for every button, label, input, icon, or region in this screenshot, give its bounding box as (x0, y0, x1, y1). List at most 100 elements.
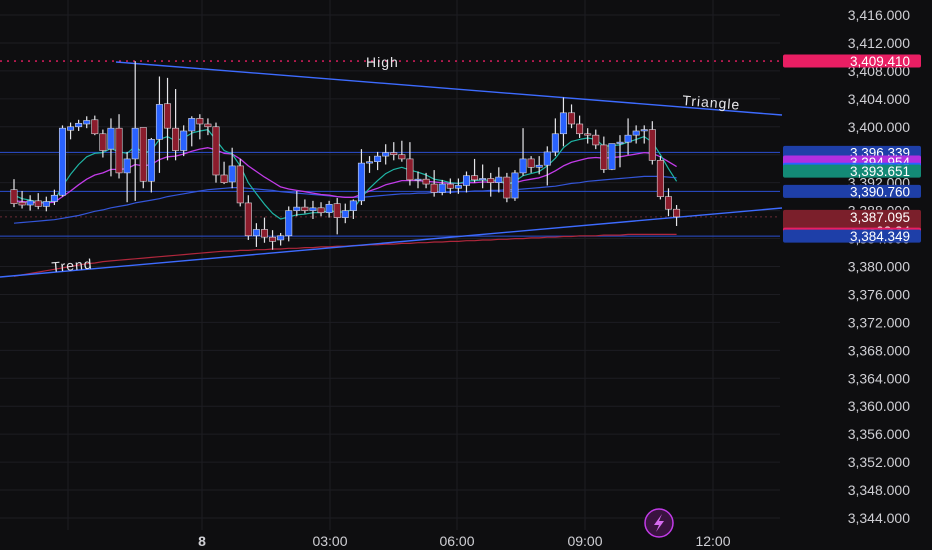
candle-body-81 (664, 196, 672, 210)
candle-body-9 (83, 120, 91, 125)
price-tag-label-5: 3,390.760 (850, 184, 910, 199)
candle-body-36 (301, 206, 309, 211)
candle-body-43 (357, 162, 365, 202)
candle-body-74 (608, 143, 616, 170)
candle-body-58 (479, 178, 487, 181)
x-tick-label-4: 12:00 (695, 533, 730, 549)
candle-body-38 (317, 207, 325, 214)
lightning-icon[interactable] (644, 508, 674, 538)
candle-body-78 (640, 129, 648, 132)
candle-body-50 (414, 178, 422, 181)
candle-body-55 (454, 185, 462, 189)
candle-body-7 (67, 126, 75, 131)
candle-body-57 (471, 175, 479, 181)
candle-body-33 (277, 235, 285, 241)
candle-body-12 (107, 127, 115, 150)
price-tag-bg-4 (783, 164, 921, 178)
x-axis[interactable]: 8 03:00 06:00 09:00 12:00 (198, 533, 731, 549)
candle-body-77 (632, 130, 640, 136)
candle-body-19 (164, 103, 172, 129)
candle-body-75 (616, 141, 624, 144)
candle-body-27 (228, 165, 236, 183)
grid (0, 0, 780, 530)
y-tick-label-17: 3,348.000 (848, 482, 910, 498)
candle-body-37 (309, 207, 317, 211)
candle-body-42 (349, 200, 357, 211)
candle-body-61 (503, 176, 511, 199)
candle-body-51 (422, 178, 430, 185)
candle-body-20 (172, 127, 180, 151)
price-tag-label-0: 3,409.410 (850, 54, 910, 69)
y-tick-label-16: 3,352.000 (848, 454, 910, 470)
price-tag-label-8: 3,384.349 (850, 229, 910, 244)
candle-body-23 (196, 118, 204, 125)
candle-body-73 (600, 144, 608, 170)
candle-body-59 (487, 178, 495, 183)
candle-body-82 (673, 208, 681, 218)
y-tick-label-3: 3,404.000 (848, 91, 910, 107)
lightning-icon-glyph (654, 514, 664, 532)
candle-body-71 (584, 133, 592, 136)
candle-body-3 (34, 200, 42, 207)
candle-body-41 (341, 210, 349, 218)
candle-body-69 (568, 112, 576, 125)
candle-body-6 (58, 127, 66, 196)
x-tick-label-3: 09:00 (567, 533, 602, 549)
candle-body-44 (366, 161, 374, 164)
y-tick-label-1: 3,412.000 (848, 35, 910, 51)
candle-body-18 (155, 104, 163, 140)
candle-body-46 (382, 152, 390, 157)
candle-body-40 (333, 203, 341, 218)
candle-body-62 (511, 172, 519, 199)
candle-body-34 (285, 210, 293, 237)
candle-body-76 (624, 134, 632, 143)
candle-body-1 (18, 201, 26, 206)
price-tag-bg-0 (783, 54, 921, 68)
y-tick-label-9: 3,380.000 (848, 259, 910, 275)
candle-body-14 (123, 158, 131, 174)
candle-body-13 (115, 127, 123, 174)
candle-body-4 (42, 201, 50, 207)
candle-body-60 (495, 176, 503, 183)
candle-body-28 (236, 165, 244, 204)
candle-body-35 (293, 206, 301, 211)
candle-body-56 (462, 175, 470, 186)
price-tags: 3,409.4103,396.3393,394.9543,393.9253,39… (783, 54, 921, 244)
candle-body-24 (204, 123, 212, 128)
candle-body-66 (543, 151, 551, 166)
candle-body-72 (592, 134, 600, 146)
triangle-label: Triangle (682, 92, 741, 113)
candle-body-2 (26, 200, 34, 206)
candle-body-25 (212, 126, 220, 176)
annotations: High Triangle Trend (51, 54, 741, 275)
x-tick-label-0: 8 (198, 533, 206, 549)
candle-body-26 (220, 174, 228, 183)
candles (10, 61, 681, 250)
price-tag-label-6: 3,387.095 (850, 210, 910, 225)
sma-long-line (13, 233, 677, 277)
candle-body-30 (252, 229, 260, 237)
candle-body-17 (147, 139, 155, 182)
price-tag-bg-5 (783, 184, 921, 198)
trendlines[interactable] (0, 61, 783, 278)
candle-body-22 (188, 118, 196, 132)
price-tag-label-4: 3,393.651 (850, 164, 910, 179)
candle-body-47 (390, 152, 398, 156)
y-axis[interactable]: 3,416.0003,412.0003,408.0003,404.0003,40… (848, 7, 910, 526)
high-label: High (366, 54, 399, 70)
moving-averages (13, 129, 678, 277)
y-tick-label-4: 3,400.000 (848, 119, 910, 135)
candle-body-0 (10, 189, 18, 204)
candle-body-21 (180, 130, 188, 151)
x-tick-label-1: 03:00 (312, 533, 347, 549)
price-tag-bg-8 (783, 229, 921, 243)
candle-body-11 (99, 133, 107, 151)
candle-body-48 (398, 154, 406, 160)
candle-body-8 (75, 122, 83, 128)
candle-body-16 (139, 127, 147, 182)
y-tick-label-18: 3,344.000 (848, 510, 910, 526)
trend-label: Trend (51, 255, 93, 275)
candle-body-39 (325, 204, 333, 214)
